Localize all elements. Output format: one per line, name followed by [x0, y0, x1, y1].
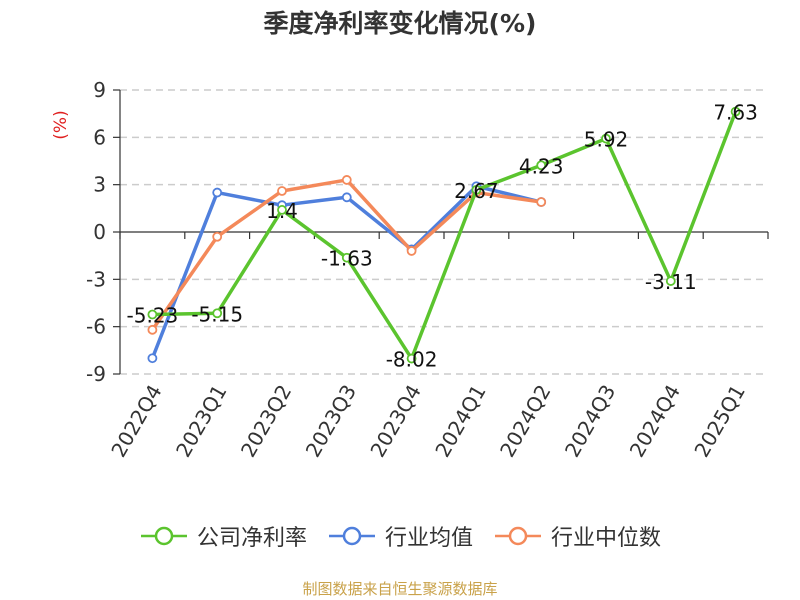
- data-point: [277, 186, 287, 196]
- data-label: -5.15: [191, 302, 243, 326]
- legend-label: 行业均值: [384, 526, 473, 551]
- y-axis-label: (%): [51, 110, 71, 139]
- y-tick-label: 0: [93, 220, 106, 244]
- series-line: [150, 184, 542, 359]
- data-point: [147, 353, 158, 364]
- y-tick-label: -9: [86, 362, 106, 386]
- y-tick-label: -3: [86, 267, 106, 291]
- data-point: [212, 187, 223, 198]
- chart-title: 季度净利率变化情况(%): [263, 9, 537, 38]
- data-point: [730, 106, 741, 117]
- data-point: [665, 276, 676, 286]
- data-point: [277, 205, 287, 215]
- data-label: -1.63: [321, 247, 373, 271]
- data-label: -5.23: [127, 304, 179, 328]
- data-point: [212, 231, 223, 242]
- legend-item-industry-mean[interactable]: 行业均值: [327, 520, 473, 552]
- series-line: [152, 110, 738, 361]
- data-label: -3.11: [645, 270, 697, 294]
- data-point: [341, 175, 352, 185]
- x-tick-label: 2023Q4: [365, 381, 425, 462]
- data-point: [471, 184, 482, 195]
- data-point: [406, 353, 417, 364]
- legend-label: 公司净利率: [196, 526, 307, 551]
- x-tick-label: 2024Q4: [625, 381, 685, 462]
- data-label: 1.4: [266, 199, 298, 223]
- y-tick-label: 6: [93, 125, 106, 149]
- data-label: 7.63: [713, 101, 758, 125]
- y-tick-label: 3: [93, 173, 106, 197]
- y-tick-label: -6: [86, 315, 106, 339]
- legend-line-marker-icon: [140, 526, 187, 546]
- legend-item-industry-median[interactable]: 行业中位数: [493, 520, 661, 552]
- data-label: 4.23: [519, 154, 564, 178]
- data-label: -8.02: [386, 348, 438, 372]
- data-label: 5.92: [584, 128, 629, 152]
- data-point: [536, 197, 547, 207]
- data-point: [536, 160, 547, 171]
- data-label: 2.67: [454, 179, 499, 203]
- x-tick-label: 2024Q3: [560, 381, 620, 462]
- chart-legend: 公司净利率 行业均值 行业中位数: [0, 520, 800, 552]
- x-tick-label: 2023Q2: [236, 381, 296, 462]
- x-tick-label: 2025Q1: [689, 381, 749, 462]
- legend-item-company[interactable]: 公司净利率: [139, 520, 307, 552]
- x-tick-label: 2024Q2: [495, 381, 555, 462]
- x-tick-label: 2023Q3: [301, 381, 361, 462]
- legend-line-marker-icon: [328, 526, 375, 546]
- y-tick-label: 9: [93, 78, 106, 102]
- x-tick-label: 2024Q1: [430, 381, 490, 462]
- data-point: [212, 308, 223, 319]
- data-point: [601, 133, 611, 144]
- data-point: [147, 324, 158, 335]
- data-point: [341, 192, 352, 203]
- source-note: 制图数据来自恒生聚源数据库: [302, 580, 498, 598]
- legend-line-marker-icon: [495, 526, 541, 546]
- data-point: [406, 246, 417, 256]
- x-tick-label: 2022Q4: [106, 381, 166, 462]
- data-point: [341, 252, 352, 263]
- data-point: [147, 309, 158, 320]
- x-tick-label: 2023Q1: [171, 381, 231, 462]
- legend-label: 行业中位数: [551, 526, 662, 551]
